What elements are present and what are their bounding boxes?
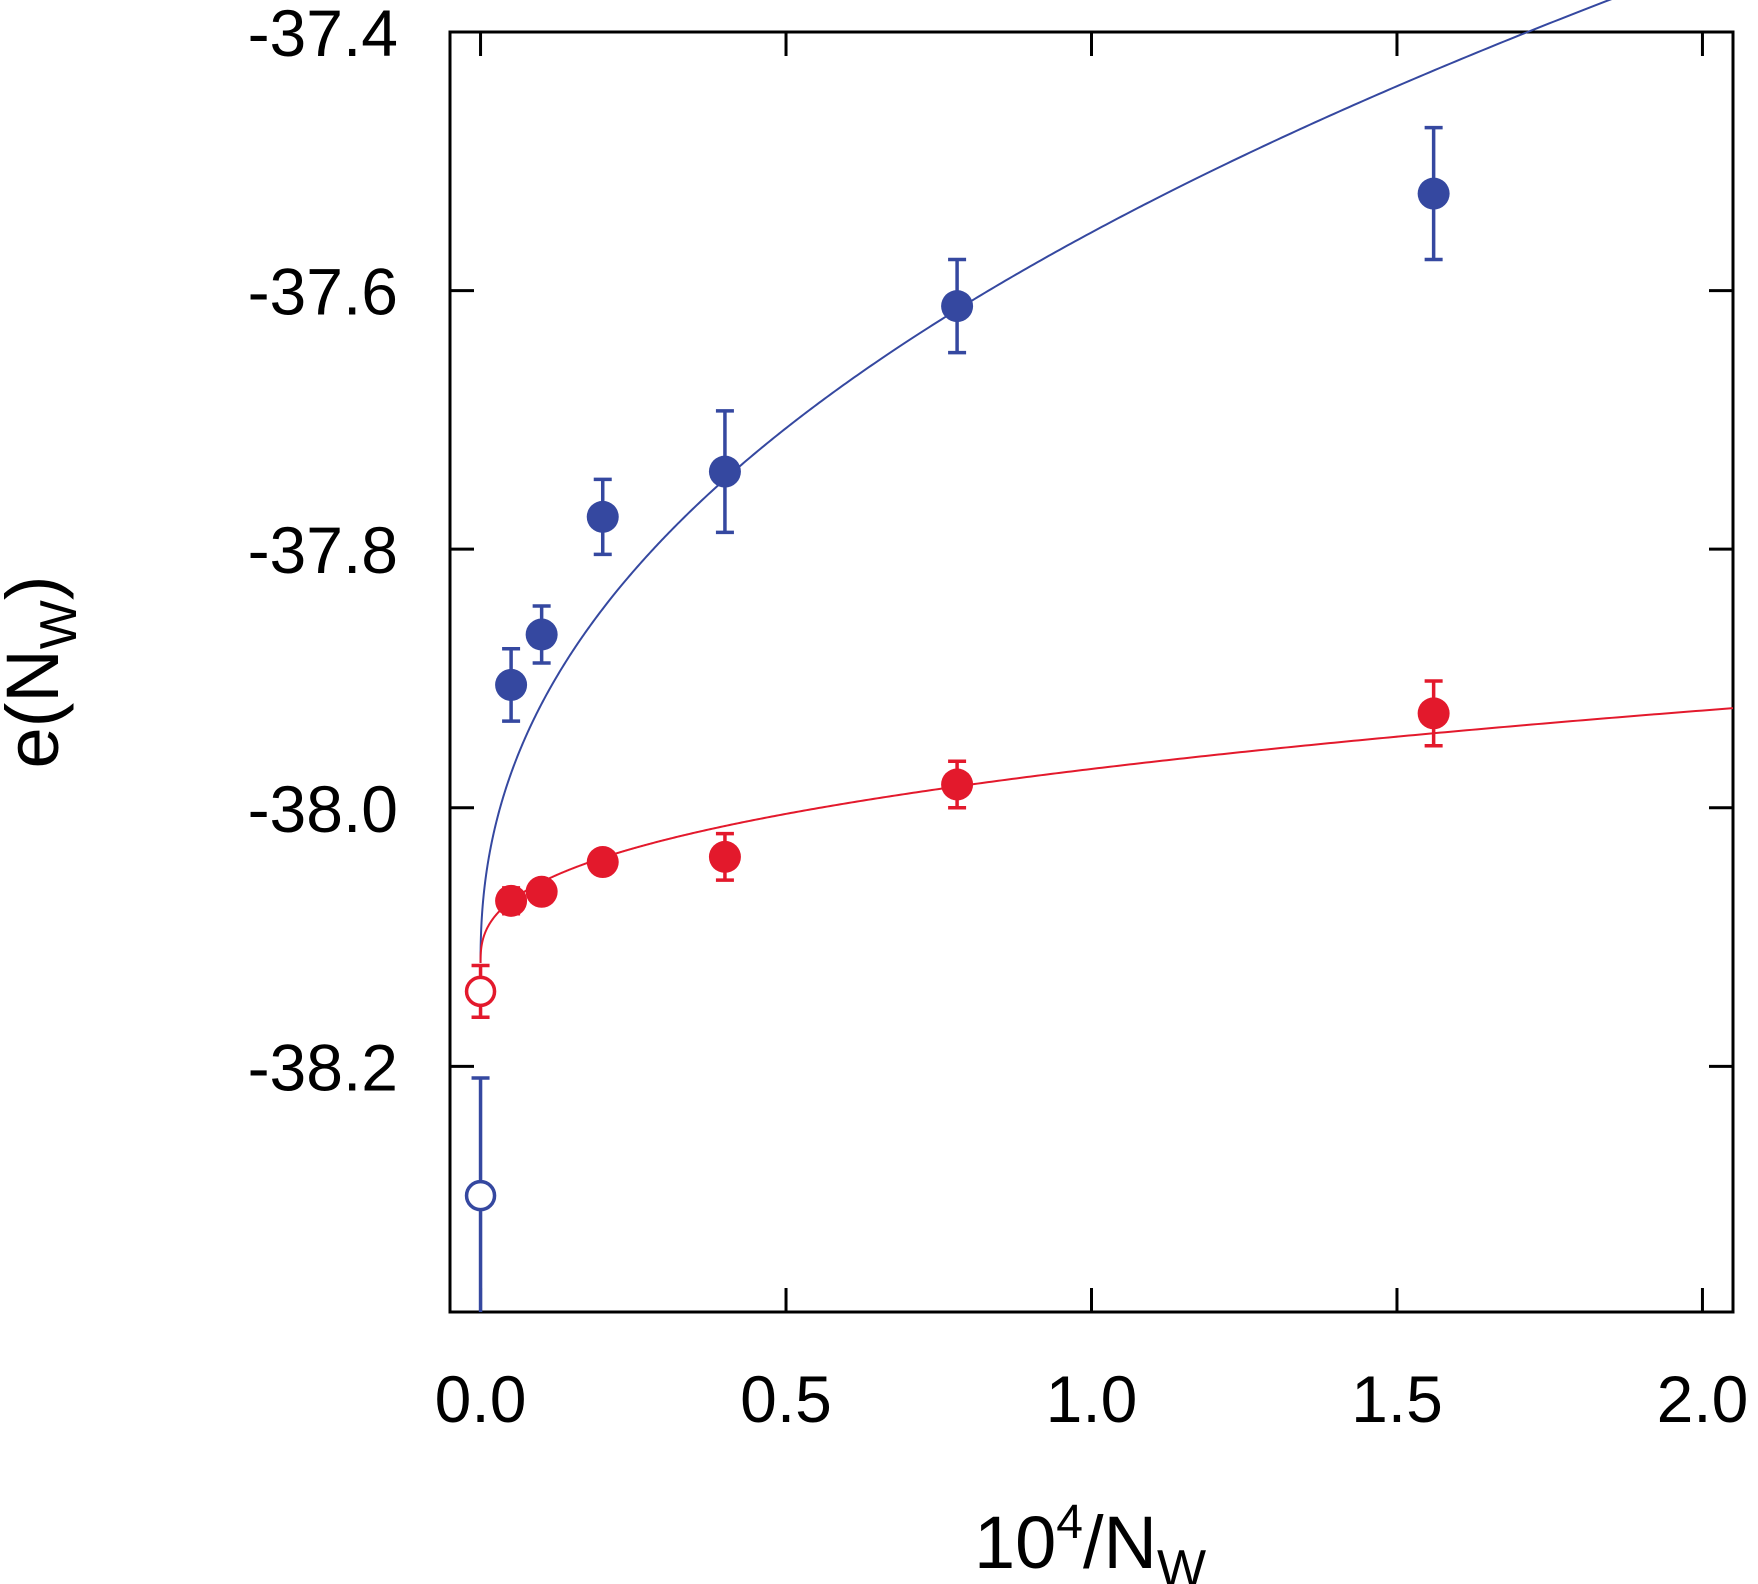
data-point [525,618,558,651]
fit-curve [479,707,1734,963]
y-tick-label: -37.4 [248,0,398,70]
plot-frame [448,30,1735,1314]
x-tick-label: 0.5 [740,1362,832,1436]
fit-curves [479,0,1734,963]
data-point [586,500,619,533]
y-tick-label: -38.0 [248,772,398,846]
axis-ticks: 0.0 0.5 1.0 1.5 2.0 -37.4 -37.6 -37.8 -38.0 -38.2 [248,0,1749,1436]
data-point [495,884,528,917]
data-point [941,768,974,801]
data-point [941,290,974,323]
data-point [1417,177,1450,210]
extrapolated-point [464,1179,497,1212]
x-tick-label: 1.5 [1351,1362,1443,1436]
data-point [495,668,528,701]
data-markers [464,125,1450,1312]
x-tick-label: 1.0 [1046,1362,1138,1436]
x-tick-label: 2.0 [1657,1362,1749,1436]
y-tick-label: -37.8 [248,513,398,587]
y-tick-label: -37.6 [248,255,398,329]
data-point [1417,697,1450,730]
data-point [586,846,619,879]
x-tick-label: 0.0 [435,1362,527,1436]
y-axis-label: e(NW) [0,576,88,769]
y-tick-label: -38.2 [248,1030,398,1104]
fit-curve [479,0,1613,963]
data-point [708,840,741,873]
data-point [708,455,741,488]
x-axis-label: 104/NW [974,1496,1206,1584]
data-point [525,875,558,908]
extrapolated-point [464,975,497,1008]
